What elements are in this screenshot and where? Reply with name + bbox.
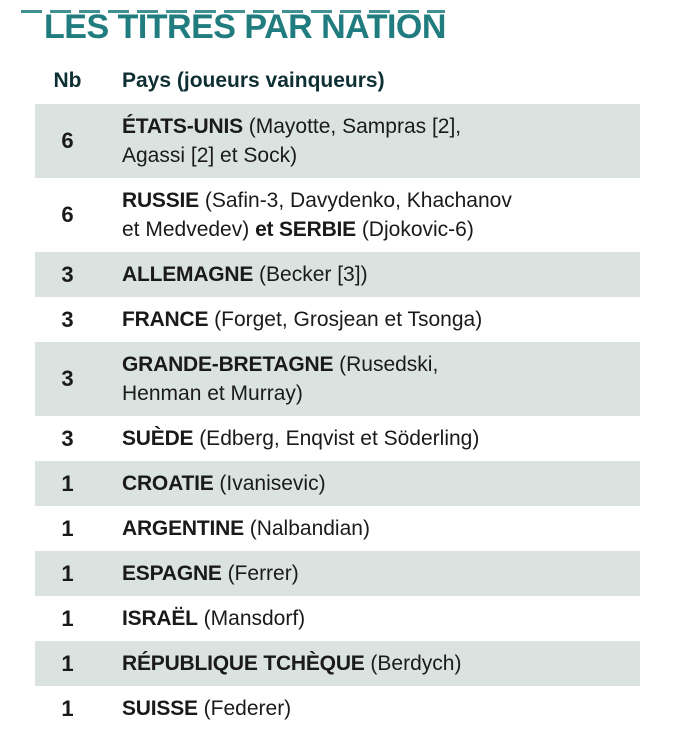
row-country-cell: ESPAGNE (Ferrer) bbox=[122, 559, 307, 588]
row-country-cell: RUSSIE (Safin-3, Davydenko, Khachanov et… bbox=[122, 186, 520, 244]
country-name: et SERBIE bbox=[255, 218, 356, 241]
players-list: (Mansdorf) bbox=[197, 607, 306, 630]
row-country-cell: SUISSE (Federer) bbox=[122, 694, 299, 723]
row-nb: 1 bbox=[61, 695, 74, 721]
row-country-cell: ALLEMAGNE (Becker [3]) bbox=[122, 260, 376, 289]
country-name: GRANDE-BRETAGNE bbox=[122, 353, 334, 376]
column-header-pays: Pays (joueurs vainqueurs) bbox=[122, 69, 385, 92]
players-list: (Safin-3, Davydenko, Khachanov et Medved… bbox=[122, 189, 512, 241]
row-nb: 1 bbox=[61, 650, 74, 676]
table-row: 1 RÉPUBLIQUE TCHÈQUE (Berdych) bbox=[35, 641, 640, 686]
players-list: (Berdych) bbox=[364, 652, 462, 675]
table-row: 3 SUÈDE (Edberg, Enqvist et Söderling) bbox=[35, 416, 640, 461]
players-list: (Rusedski, Henman et Murray) bbox=[122, 353, 439, 405]
country-name: RUSSIE bbox=[122, 189, 199, 212]
players-list: (Nalbandian) bbox=[243, 517, 370, 540]
row-nb: 6 bbox=[61, 128, 74, 153]
table-row: 1 ARGENTINE (Nalbandian) bbox=[35, 506, 640, 551]
table-row: 1 ESPAGNE (Ferrer) bbox=[35, 551, 640, 596]
country-name: ÉTATS-UNIS bbox=[122, 115, 243, 138]
table-row: 1 ISRAËL (Mansdorf) bbox=[35, 596, 640, 641]
table-row: 6 RUSSIE (Safin-3, Davydenko, Khachanov … bbox=[35, 178, 640, 252]
row-country-cell: SUÈDE (Edberg, Enqvist et Söderling) bbox=[122, 424, 487, 453]
row-country-cell: GRANDE-BRETAGNE (Rusedski, Henman et Mur… bbox=[122, 350, 446, 408]
country-name: CROATIE bbox=[122, 472, 214, 495]
country-name: SUISSE bbox=[122, 697, 198, 720]
players-list: (Ferrer) bbox=[221, 562, 299, 585]
table-row: 3 GRANDE-BRETAGNE (Rusedski, Henman et M… bbox=[35, 342, 640, 416]
table-row: 1 CROATIE (Ivanisevic) bbox=[35, 461, 640, 506]
row-nb: 3 bbox=[61, 366, 74, 391]
row-nb: 3 bbox=[61, 306, 74, 332]
row-nb: 6 bbox=[61, 202, 74, 227]
row-country-cell: ISRAËL (Mansdorf) bbox=[122, 604, 313, 633]
cropped-text-fragment bbox=[21, 10, 445, 13]
column-header-nb: Nb bbox=[53, 69, 82, 92]
table-row: 1 SUISSE (Federer) bbox=[35, 686, 640, 731]
row-nb: 1 bbox=[61, 515, 74, 541]
page-title: LES TITRES PAR NATION bbox=[44, 8, 446, 46]
table-row: 3 ALLEMAGNE (Becker [3]) bbox=[35, 252, 640, 297]
country-name: RÉPUBLIQUE TCHÈQUE bbox=[122, 652, 365, 675]
row-nb: 3 bbox=[61, 261, 74, 287]
table-header: Nb Pays (joueurs vainqueurs) bbox=[35, 69, 640, 104]
players-list: (Becker [3]) bbox=[253, 263, 368, 286]
country-name: ARGENTINE bbox=[122, 517, 244, 540]
row-nb: 1 bbox=[61, 470, 74, 496]
row-nb: 1 bbox=[61, 560, 74, 586]
table-row: 6 ÉTATS-UNIS (Mayotte, Sampras [2], Agas… bbox=[35, 104, 640, 178]
row-nb: 3 bbox=[61, 425, 74, 451]
row-country-cell: CROATIE (Ivanisevic) bbox=[122, 469, 334, 498]
table-rows: 6 ÉTATS-UNIS (Mayotte, Sampras [2], Agas… bbox=[35, 104, 640, 731]
row-nb: 1 bbox=[61, 605, 74, 631]
country-name: ESPAGNE bbox=[122, 562, 222, 585]
players-list: (Djokovic-6) bbox=[355, 218, 474, 241]
players-list: (Mayotte, Sampras [2], Agassi [2] et Soc… bbox=[122, 115, 462, 167]
country-name: ALLEMAGNE bbox=[122, 263, 254, 286]
row-country-cell: RÉPUBLIQUE TCHÈQUE (Berdych) bbox=[122, 649, 469, 678]
row-country-cell: ÉTATS-UNIS (Mayotte, Sampras [2], Agassi… bbox=[122, 112, 469, 170]
row-country-cell: ARGENTINE (Nalbandian) bbox=[122, 514, 378, 543]
country-name: FRANCE bbox=[122, 308, 209, 331]
country-name: ISRAËL bbox=[122, 607, 198, 630]
row-country-cell: FRANCE (Forget, Grosjean et Tsonga) bbox=[122, 305, 490, 334]
players-list: (Forget, Grosjean et Tsonga) bbox=[208, 308, 483, 331]
country-name: SUÈDE bbox=[122, 427, 194, 450]
players-list: (Ivanisevic) bbox=[213, 472, 326, 495]
players-list: (Edberg, Enqvist et Söderling) bbox=[193, 427, 480, 450]
table-row: 3 FRANCE (Forget, Grosjean et Tsonga) bbox=[35, 297, 640, 342]
players-list: (Federer) bbox=[197, 697, 292, 720]
